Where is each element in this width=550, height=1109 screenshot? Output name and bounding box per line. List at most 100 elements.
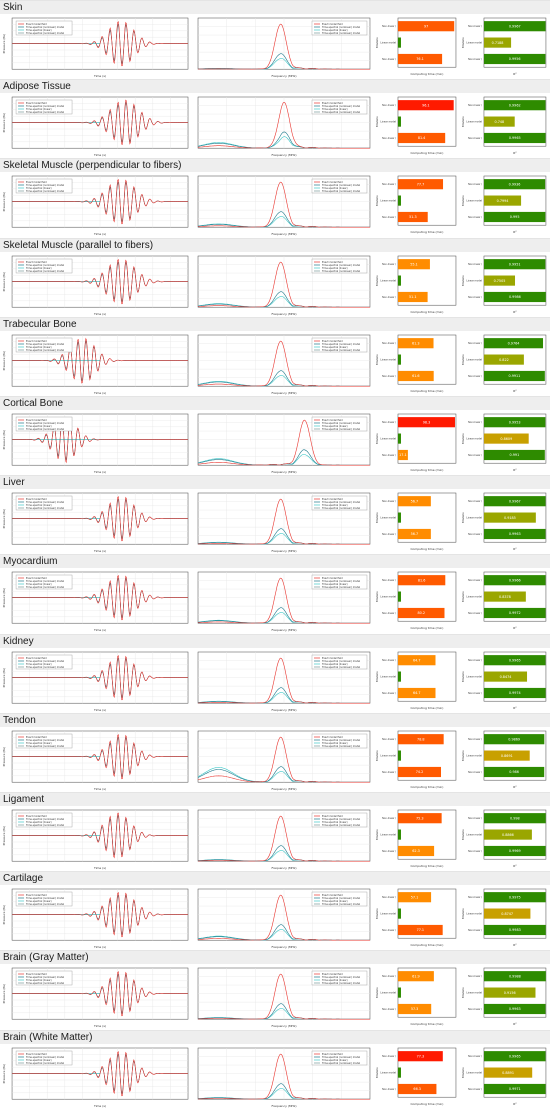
err-bar-bar (483, 607, 546, 619)
model-label: Non-linear / (382, 896, 396, 899)
time-bar-bar (397, 370, 434, 382)
time-bar-xlabel: Computing time (min) (410, 310, 443, 314)
err-bar-xlabel: R² (513, 943, 517, 947)
err-bar-bar (483, 655, 546, 666)
time-bar-panel: 55.1 Non-linear / Linear model 51.1 Non-line… (375, 255, 457, 314)
time-bar-xlabel: Computing time (min) (410, 943, 443, 947)
legend-box (15, 574, 73, 590)
legend-label: Exact model field (322, 261, 343, 264)
model-label: Non-linear / (382, 659, 396, 662)
err-bar-bar (483, 179, 546, 190)
time-bar-panel: 96.1 Non-linear / Linear model 81.4 Non-line… (375, 96, 457, 155)
legend-label: Time-spectral (nonlinear) model (26, 745, 64, 748)
err-bar-xlabel: R² (513, 72, 517, 76)
spectrum-xlabel: Frequency (MHz) (271, 866, 296, 870)
legend-box (15, 970, 73, 986)
time-bar-bar (397, 179, 444, 190)
model-label: Linear model (380, 438, 396, 441)
err-bar-value-label: 0.986 (509, 770, 519, 774)
legend-box (15, 733, 73, 749)
time-bar-value-label: 75.3 (416, 816, 424, 820)
legend-box (15, 178, 73, 194)
time-bar-bar (397, 908, 401, 919)
err-bar-value-label: 0.9185 (504, 516, 516, 520)
err-bar-bar (483, 100, 546, 111)
spectrum-xlabel: Frequency (MHz) (271, 470, 296, 474)
time-bar-value-label: 74.2 (416, 770, 424, 774)
legend-label: Exact model field (322, 340, 343, 343)
err-bar-panel: 0.9962 Non-linear / 0.748 Linear model 0.996… (461, 96, 547, 155)
legend-label: Time-spectral (linear) (322, 187, 348, 190)
legend-box (311, 258, 368, 274)
err-bar-bar (483, 892, 546, 903)
legend-label: Time-spectral (linear) (26, 1059, 52, 1062)
time-bar-bar (397, 575, 446, 586)
models-ylabel: Models (375, 512, 379, 523)
tissue-header: Kidney (0, 634, 550, 648)
time-bar-xlabel: Computing time (min) (410, 864, 443, 868)
legend-label: Time-spectral (nonlinear) model (26, 507, 64, 510)
legend-label: Time-spectral (linear) (322, 504, 348, 507)
err-bar-value-label: 0.998 (510, 816, 520, 820)
err-bar-value-label: 0.9967 (509, 499, 521, 503)
err-bar-bar (483, 417, 546, 428)
model-label: Non-linear / (382, 342, 396, 345)
model-label: Non-linear / (382, 375, 396, 378)
model-label: Non-linear / (468, 1055, 482, 1058)
time-bar-value-label: 61.6 (412, 374, 420, 378)
time-bar-panel: 56.7 Non-linear / Linear model 56.7 Non-line… (375, 492, 457, 551)
time-bar-bar (397, 655, 436, 666)
time-bar-bar (397, 1003, 432, 1015)
legend-label: Time-spectral (nonlinear) model (26, 105, 64, 108)
legend-label: Exact model field (26, 102, 47, 105)
legend-label: Exact model field (26, 498, 47, 501)
time-bar-value-label: 97 (424, 24, 428, 28)
model-label: Linear model (380, 121, 396, 124)
legend-box (15, 258, 73, 274)
tissue-row: Brain (Gray Matter) Exact model field Time… (0, 950, 550, 1029)
time-bar-panel: 77.3 Non-linear / Linear model 66.3 Non-line… (375, 1047, 457, 1106)
model-label: Linear model (466, 517, 482, 520)
tissue-row: Adipose Tissue Exact model field Time-spec… (0, 79, 550, 158)
tissue-title: Cartilage (3, 873, 44, 884)
legend-box (311, 416, 368, 432)
legend-label: Time-spectral (nonlinear) model (322, 190, 360, 193)
err-bar-value-label: 0.9963 (509, 532, 521, 536)
spectrum-xlabel: Frequency (MHz) (271, 1024, 296, 1028)
legend-label: Time-spectral (nonlinear) model (26, 739, 64, 742)
err-bar-value-label: 0.822 (499, 358, 509, 362)
model-label: Non-linear / (382, 771, 396, 774)
err-bar-value-label: 0.9911 (508, 374, 520, 378)
err-bar-value-label: 0.8474 (500, 675, 512, 679)
model-label: Non-linear / (382, 579, 396, 582)
err-bar-panel: 0.9967 Non-linear / 0.9185 Linear model 0.99… (461, 492, 547, 551)
legend-label: Time-spectral (nonlinear) model (322, 343, 360, 346)
model-label: Linear model (380, 913, 396, 916)
time-ylabel: Pressure (Pa) (2, 113, 6, 133)
err-bar-xlabel: R² (513, 151, 517, 155)
tissue-row: Liver Exact model field Time-spectral (non… (0, 475, 550, 554)
time-bar-bar (397, 971, 434, 982)
legend-label: Exact model field (322, 657, 343, 660)
time-legend: Exact model field Time-spectral (nonlinea… (15, 495, 73, 511)
tissue-row: Myocardium Exact model field Time-spectral… (0, 554, 550, 633)
legend-label: Time-spectral (nonlinear) model (322, 501, 360, 504)
model-label: Linear model (380, 834, 396, 837)
time-xlabel: Time (s) (93, 549, 106, 553)
exact-trace (12, 734, 189, 780)
legend-label: Time-spectral (nonlinear) model (322, 422, 360, 425)
time-ylabel: Pressure (Pa) (2, 272, 6, 292)
